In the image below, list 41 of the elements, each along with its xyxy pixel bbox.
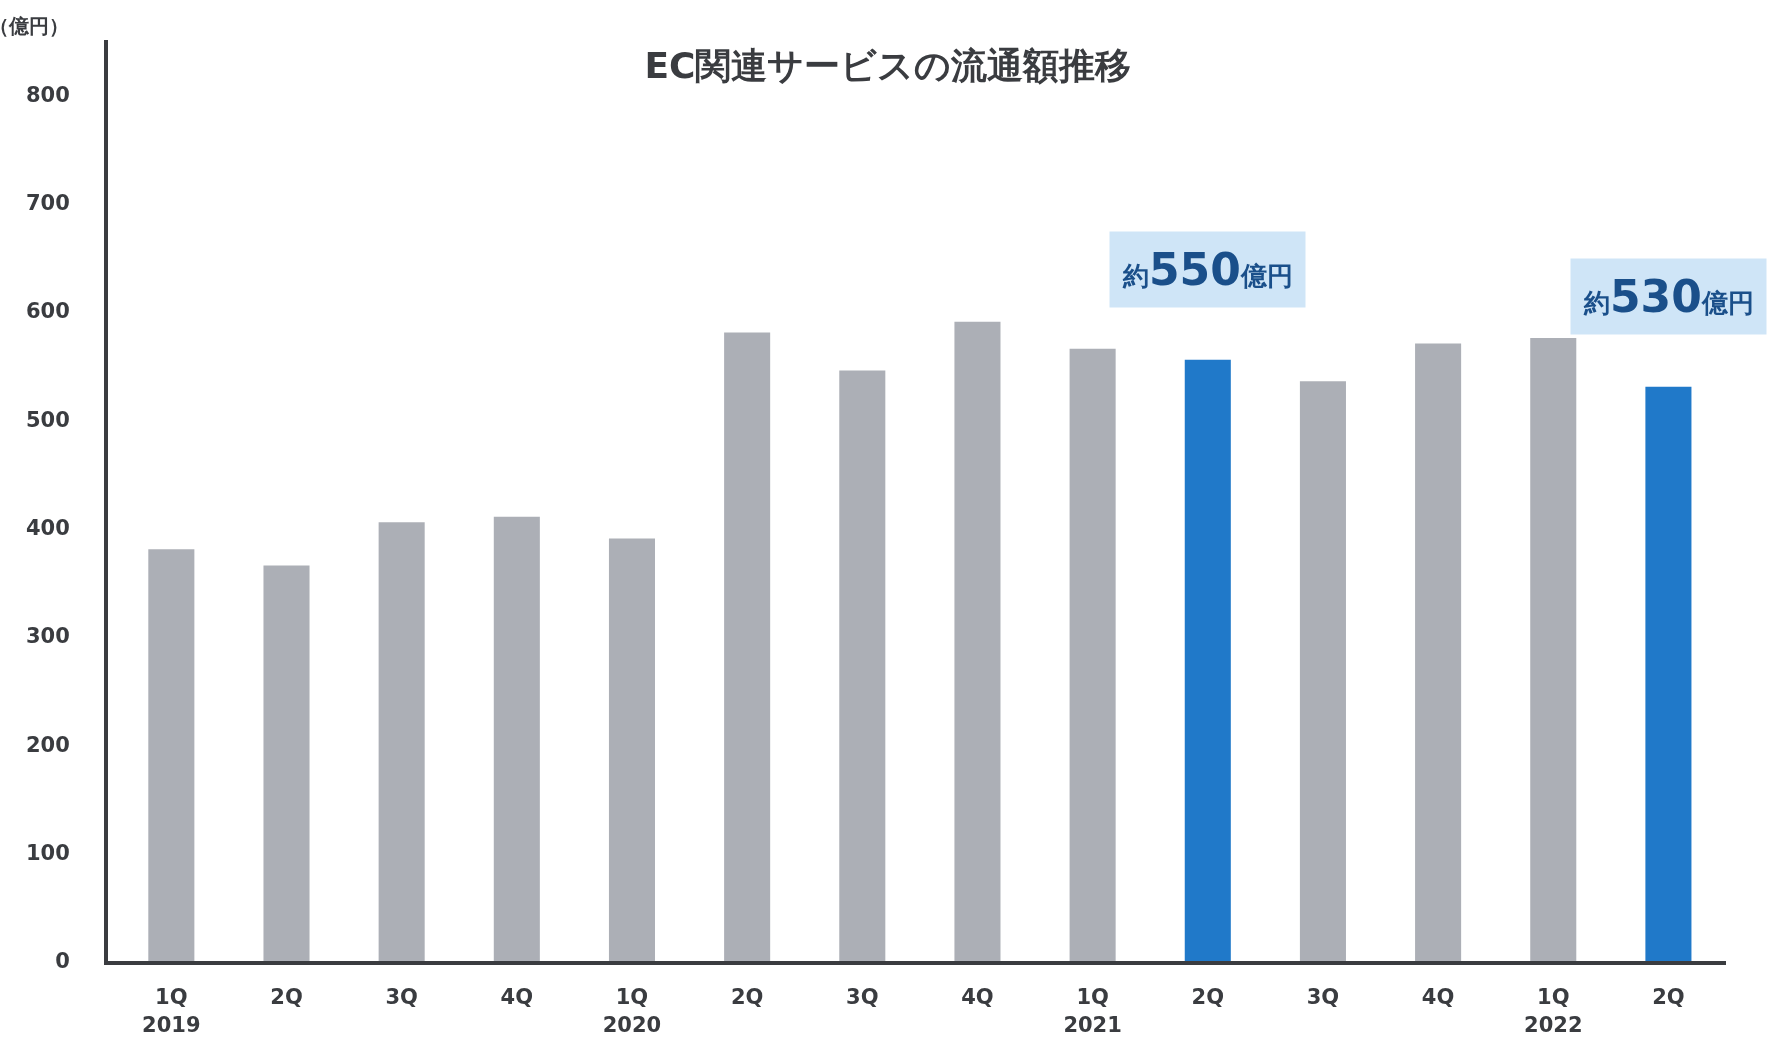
bar — [493, 516, 540, 961]
y-tick-label: 300 — [25, 624, 70, 649]
x-tick-label: 3Q — [846, 985, 879, 1010]
x-tick-label: 1Q 2019 — [142, 985, 201, 1037]
bar — [1415, 343, 1462, 961]
bar — [148, 549, 195, 961]
y-tick-label: 800 — [25, 82, 70, 107]
x-tick-label: 4Q — [961, 985, 994, 1010]
y-tick-label: 600 — [25, 299, 70, 324]
x-tick-label: 2Q — [1652, 985, 1685, 1010]
bar — [724, 332, 771, 961]
chart-title: EC関連サービスの流通額推移 — [644, 45, 1132, 86]
bar — [1645, 386, 1692, 961]
x-tick-label: 3Q — [1306, 985, 1340, 1010]
y-tick-label: 500 — [25, 407, 70, 432]
bar — [1530, 337, 1577, 961]
x-tick-label: 4Q — [500, 985, 534, 1010]
x-tick-label: 2Q — [270, 985, 303, 1010]
y-tick-label: 700 — [25, 190, 70, 215]
bar — [378, 522, 425, 961]
x-tick-label: 1Q 2020 — [602, 985, 662, 1037]
annotation: 約550億円 — [1122, 244, 1293, 295]
y-axis-title: （億円） — [0, 14, 69, 38]
x-tick-label: 1Q 2021 — [1063, 985, 1122, 1037]
x-tick-label: 1Q 2022 — [1524, 985, 1583, 1037]
bar — [263, 565, 310, 961]
bar — [1069, 348, 1116, 961]
y-tick-label: 0 — [55, 949, 70, 974]
y-tick-label: 100 — [25, 841, 70, 865]
bar — [1184, 359, 1231, 961]
y-tick-label: 200 — [25, 732, 70, 757]
y-tick-label: 400 — [25, 515, 70, 540]
annotation: 約530億円 — [1583, 271, 1754, 322]
x-tick-label: 2Q — [1191, 985, 1225, 1010]
bar — [1299, 381, 1346, 961]
x-tick-label: 3Q — [385, 985, 418, 1010]
bar — [954, 321, 1001, 961]
bar — [839, 370, 886, 961]
x-tick-label: 2Q — [730, 985, 764, 1010]
x-tick-label: 4Q — [1421, 985, 1455, 1010]
bar — [608, 538, 656, 961]
